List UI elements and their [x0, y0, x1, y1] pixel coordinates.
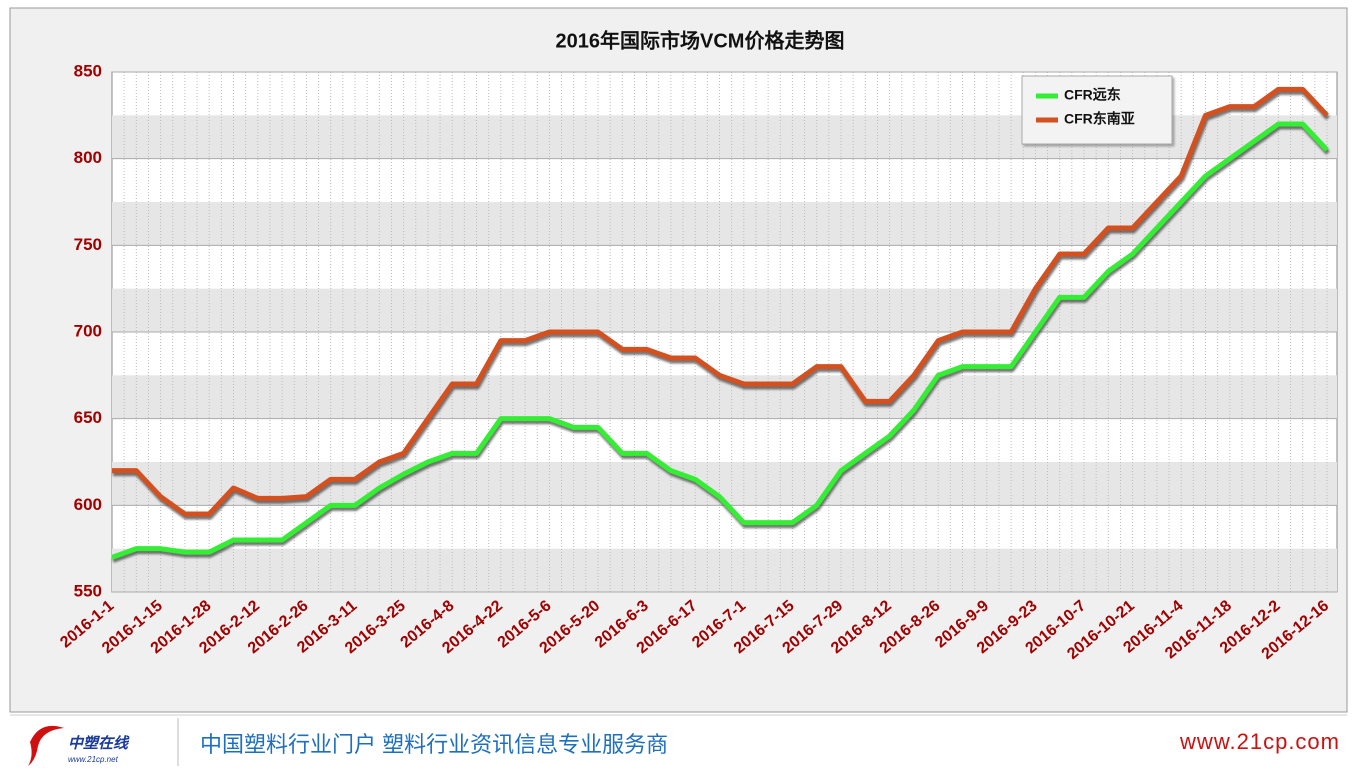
grid-band [112, 375, 1337, 419]
y-tick-label: 600 [74, 495, 102, 514]
y-tick-label: 750 [74, 235, 102, 254]
chart-title: 2016年国际市场VCM价格走势图 [556, 28, 845, 52]
series-line [112, 86, 1329, 517]
footer-slogan: 中国塑料行业门户 塑料行业资讯信息专业服务商 [200, 732, 668, 757]
y-tick-label: 550 [74, 581, 102, 600]
footer-logo-icon [28, 725, 64, 766]
y-tick-label: 700 [74, 321, 102, 340]
grid-band [112, 548, 1337, 592]
y-tick-label: 650 [74, 408, 102, 427]
y-tick-label: 800 [74, 148, 102, 167]
footer-site: www.21cp.com [1179, 729, 1340, 754]
series-line [111, 121, 1329, 560]
footer-logo-url: www.21cp.net [68, 755, 119, 764]
y-tick-label: 850 [74, 61, 102, 80]
grid-band [112, 288, 1337, 332]
legend-box [1021, 75, 1173, 145]
legend-label: CFR远东 [1064, 87, 1121, 103]
grid-band [112, 202, 1337, 246]
footer-logo: 中塑在线 [68, 735, 130, 752]
legend-label: CFR东南亚 [1064, 111, 1135, 127]
